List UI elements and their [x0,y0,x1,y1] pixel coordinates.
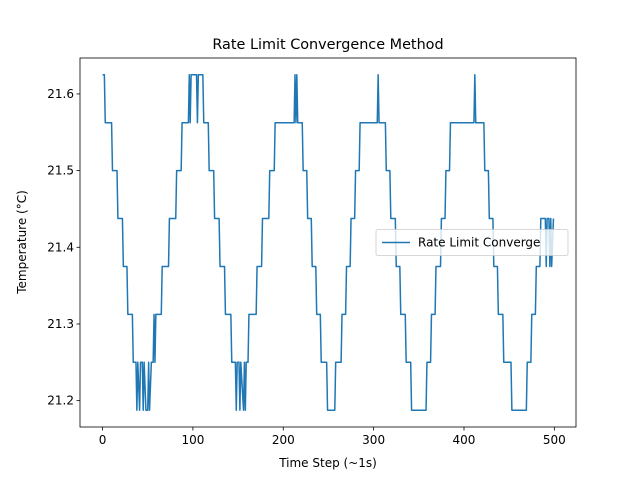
y-tick-label: 21.6 [47,87,74,101]
x-tick-label: 0 [99,433,107,447]
plot-frame [79,57,577,428]
y-tick-label: 21.3 [47,317,74,331]
legend-label: Rate Limit Converge [418,236,540,250]
x-tick-label: 400 [453,433,476,447]
line [102,74,555,411]
x-tick-label: 300 [362,433,385,447]
x-tick-label: 100 [181,433,204,447]
y-tick-label: 21.4 [47,240,74,254]
chart-title: Rate Limit Convergence Method [212,37,443,53]
y-tick-label: 21.5 [47,164,74,178]
x-tick-label: 200 [272,433,295,447]
y-axis-label: Temperature (°C) [15,190,29,295]
legend-box [375,229,569,256]
y-tick-label: 21.2 [47,394,74,408]
x-tick-label: 500 [543,433,566,447]
x-axis-label: Time Step (~1s) [278,456,377,470]
